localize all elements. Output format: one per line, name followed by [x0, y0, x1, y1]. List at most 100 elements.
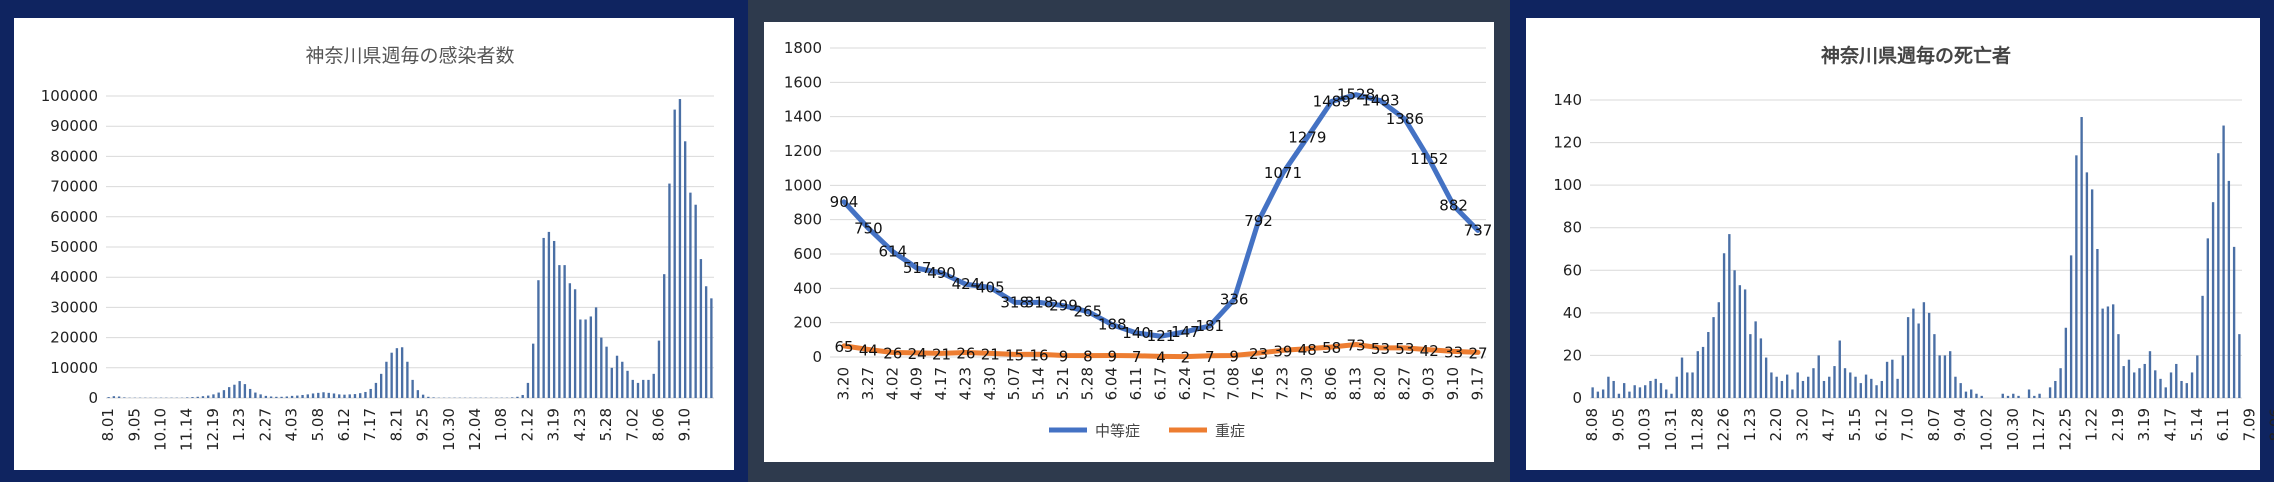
bar — [1754, 321, 1757, 398]
bar — [2069, 255, 2073, 398]
bar — [2169, 372, 2173, 398]
x-tick-label: 6.11 — [2214, 408, 2232, 441]
bar — [2133, 372, 2136, 398]
bar — [1733, 270, 1736, 398]
data-label: 33 — [1444, 343, 1463, 361]
bar — [1607, 376, 1610, 398]
chart-card-cases: 神奈川県週毎の感染者数 0 10000 20000 30000 40000 50000 600… — [14, 18, 734, 470]
bar — [2075, 155, 2078, 398]
bar — [196, 396, 199, 398]
bar — [1622, 383, 1626, 398]
x-tick-label: 9.10 — [1444, 367, 1462, 400]
x-tick-label: 10.30 — [440, 408, 458, 451]
y-tick-label: 0 — [1572, 389, 1582, 407]
x-tick-label: 12.04 — [466, 408, 484, 451]
x-tick-label: 10.31 — [1662, 408, 1680, 451]
y-tick-label: 1600 — [784, 73, 822, 91]
y-tick-label: 0 — [812, 348, 822, 366]
bar — [374, 382, 378, 398]
x-tick-label: 1.08 — [492, 408, 510, 441]
bar — [311, 393, 315, 398]
x-tick-label: 4.17 — [1820, 408, 1838, 441]
bar — [1775, 376, 1778, 398]
data-label: 26 — [956, 345, 975, 363]
x-tick-label: 4.30 — [981, 367, 999, 400]
bar — [683, 141, 687, 399]
bar — [327, 392, 330, 398]
bar — [2201, 295, 2204, 398]
bar — [1644, 385, 1647, 398]
x-tick-label: 10.02 — [1977, 408, 1995, 451]
x-tick-label: 7.23 — [1273, 367, 1291, 400]
data-label: 39 — [1273, 342, 1292, 360]
y-tick-label: 140 — [1553, 91, 1582, 109]
data-label: 265 — [1074, 303, 1103, 321]
bar — [385, 361, 388, 398]
bar — [317, 392, 320, 398]
data-label: 490 — [927, 264, 956, 282]
bar — [1780, 380, 1784, 398]
severity-line-chart: 0 200 400 600 800 1000 1200 1400 1600 1800 3.20 3.2… — [784, 39, 1493, 440]
data-label: 147 — [1171, 323, 1200, 341]
bar — [1801, 380, 1805, 398]
bar — [605, 346, 608, 398]
data-label: 7 — [1132, 348, 1142, 366]
x-tick-label: 8.08 — [1583, 408, 1601, 441]
bar — [2238, 334, 2241, 398]
x-tick-label: 4.02 — [883, 367, 901, 400]
y-tick-label: 40000 — [50, 268, 98, 286]
bar — [531, 343, 535, 398]
data-label: 42 — [1420, 342, 1439, 360]
bar — [1665, 389, 1668, 398]
bar — [2148, 351, 2152, 398]
bar — [1712, 317, 1715, 398]
bar — [364, 391, 367, 398]
x-tick-label: 5.07 — [1005, 367, 1023, 400]
bar — [2206, 238, 2210, 398]
data-label: 16 — [1030, 346, 1049, 364]
bar — [1738, 285, 1742, 398]
bar — [2085, 172, 2089, 398]
bar — [400, 347, 404, 398]
bar — [615, 355, 619, 398]
bar — [343, 394, 346, 398]
data-label: 53 — [1395, 340, 1414, 358]
deaths-bar-chart: 神奈川県週毎の死亡者 0 20 40 60 80 100 120 140 8.08 9.05 10.0… — [1553, 44, 2274, 451]
data-label: 318 — [1025, 293, 1054, 311]
bar — [2159, 378, 2162, 398]
data-label: 9 — [1229, 347, 1239, 365]
x-tick-label: 12.25 — [2056, 408, 2074, 451]
x-tick-label: 5.14 — [1030, 367, 1048, 400]
bar — [652, 373, 655, 398]
series-line — [841, 92, 1481, 339]
bar — [642, 379, 645, 398]
bar — [306, 394, 309, 398]
bar — [584, 319, 587, 398]
bar — [1601, 389, 1605, 398]
x-tick-label: 5.28 — [597, 408, 615, 441]
data-label: 318 — [1000, 293, 1029, 311]
y-tick-label: 100000 — [41, 87, 98, 105]
x-tick-label: 11.14 — [178, 408, 196, 451]
bar — [2154, 370, 2157, 398]
bar — [668, 183, 671, 398]
bar — [2096, 249, 2099, 398]
x-tick-label: 10.10 — [152, 408, 170, 451]
x-tick-label: 9.10 — [676, 408, 694, 441]
bar — [2122, 366, 2125, 398]
x-tick-label: 6.11 — [1127, 367, 1145, 400]
data-label: 299 — [1049, 297, 1078, 315]
bar — [2180, 380, 2183, 398]
bar — [1854, 376, 1857, 398]
x-tick-label: 7.08 — [1225, 367, 1243, 400]
bar — [233, 384, 236, 398]
bar — [2064, 327, 2068, 398]
x-tick-label: 9.25 — [414, 408, 432, 441]
bar — [107, 397, 110, 398]
chart-title: 神奈川県週毎の死亡者 — [1821, 44, 2011, 67]
bar — [2211, 202, 2215, 398]
data-label: 882 — [1439, 197, 1468, 215]
bar — [1654, 378, 1657, 398]
x-tick-label: 8.20 — [1371, 367, 1389, 400]
y-tick-label: 60000 — [50, 208, 98, 226]
